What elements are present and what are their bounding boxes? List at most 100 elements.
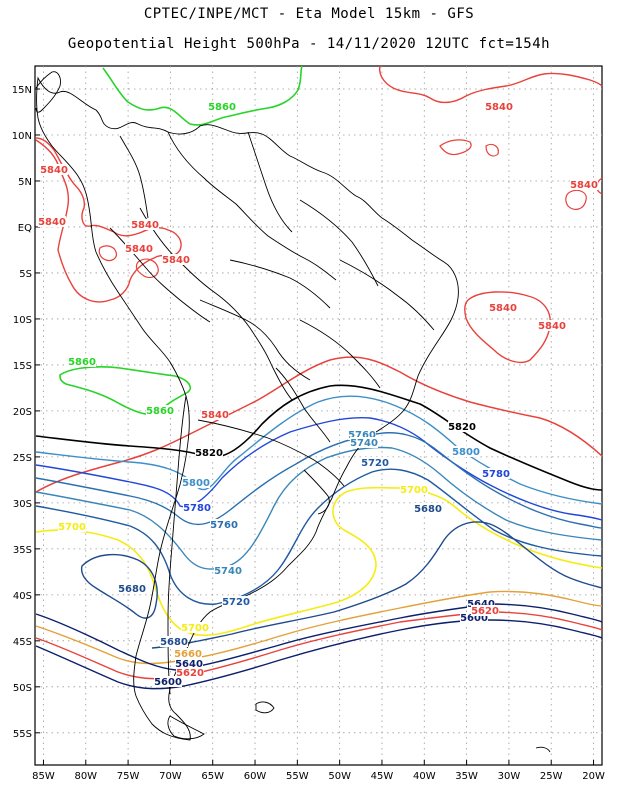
contour-label-bg: [68, 356, 96, 367]
contour-label: 5760: [210, 520, 238, 531]
bolivia-border: [199, 299, 311, 381]
contour-5840-northeast: [379, 65, 603, 104]
contour-5720: [35, 468, 603, 605]
contour-label: 5860: [68, 357, 96, 368]
contour-label: 5860: [208, 102, 236, 113]
venezuela-colombia: [119, 135, 149, 219]
internal-brazil-states-2: [299, 199, 379, 287]
contour-label: 5700: [58, 522, 86, 533]
contour-label-bg: [471, 605, 499, 616]
contour-label: 5820: [195, 448, 223, 459]
contour-label: 5660: [174, 649, 202, 660]
internal-brazil-states-4: [299, 319, 381, 389]
contour-label: 5840: [125, 244, 153, 255]
contour-label-bg: [183, 502, 211, 513]
lon-tick-label: 80W: [74, 771, 97, 782]
internal-brazil-states-3: [339, 259, 435, 331]
contour-5840-east-blob: [565, 189, 587, 210]
contour-label: 5740: [350, 438, 378, 449]
lat-tick-label: 15S: [13, 361, 32, 372]
lat-tick-label: 5N: [18, 177, 32, 188]
lat-tick-label: 35S: [13, 545, 32, 556]
lat-tick-label: 40S: [13, 591, 32, 602]
falklands: [255, 701, 275, 714]
lat-tick-label: 55S: [13, 729, 32, 740]
south-america-outline: [36, 76, 459, 741]
contour-label: 5720: [222, 597, 250, 608]
graticule: [35, 66, 602, 765]
contour-5640: [35, 603, 603, 671]
contour-label: 5840: [485, 102, 513, 113]
lat-tick-label: 20S: [13, 407, 32, 418]
lon-tick-label: 45W: [371, 771, 394, 782]
lat-tick-label: 15N: [12, 85, 32, 96]
contour-label-bg: [208, 101, 236, 112]
contour-5840-ne-island: [439, 139, 472, 156]
lon-tick-label: 20W: [582, 771, 605, 782]
contour-label-bg: [160, 636, 188, 647]
contour-label: 5840: [40, 165, 68, 176]
contour-label-bg: [38, 216, 66, 227]
lon-tick-label: 75W: [117, 771, 140, 782]
chart-subtitle: Geopotential Height 500hPa - 14/11/2020 …: [67, 36, 551, 52]
contour-label-bg: [467, 598, 495, 609]
contour-label-bg: [154, 676, 182, 687]
contour-label-bg: [162, 254, 190, 265]
contour-label-bg: [174, 648, 202, 659]
contour-label: 5840: [131, 220, 159, 231]
contour-label-bg: [489, 302, 517, 313]
contour-label-bg: [538, 320, 566, 331]
contour-label-bg: [350, 437, 378, 448]
contour-label-bg: [195, 447, 223, 458]
contour-label-bg: [181, 622, 209, 633]
contour-5840-blob-a: [98, 245, 117, 262]
contour-label-bg: [131, 219, 159, 230]
guyanas: [247, 131, 293, 233]
contour-5680-main: [151, 521, 603, 649]
lat-tick-label: 50S: [13, 683, 32, 694]
contour-label-bg: [482, 468, 510, 479]
contour-label: 5700: [181, 623, 209, 634]
lon-tick-label: 40W: [413, 771, 436, 782]
contour-label: 5600: [154, 677, 182, 688]
central-america: [35, 71, 61, 113]
contour-label: 5860: [146, 406, 174, 417]
contour-label-bg: [400, 484, 428, 495]
contour-lines: [35, 65, 603, 690]
contour-label-bg: [414, 503, 442, 514]
contour-label: 5820: [448, 422, 476, 433]
contour-label: 5760: [348, 430, 376, 441]
contour-label: 5680: [160, 637, 188, 648]
contour-5620: [35, 611, 603, 680]
contour-label: 5840: [570, 180, 598, 191]
lat-tick-label: 30S: [13, 499, 32, 510]
contour-label: 5680: [118, 584, 146, 595]
contour-label-bg: [125, 243, 153, 254]
lat-tick-label: 25S: [13, 453, 32, 464]
contour-labels: 5860 5840 5840 5840 5840 5840 5840 5840 5840 5860…: [38, 101, 598, 688]
lon-tick-label: 65W: [201, 771, 224, 782]
contour-label-bg: [452, 446, 480, 457]
contour-5840-atlantic-ring: [463, 291, 551, 364]
contour-5600: [35, 619, 603, 690]
contour-5680-west: [80, 553, 158, 619]
contour-5760: [35, 432, 603, 529]
contour-label-bg: [182, 477, 210, 488]
uruguay-border: [303, 469, 330, 515]
argentina-north-border: [197, 419, 345, 487]
lon-tick-label: 30W: [498, 771, 521, 782]
internal-brazil-states-1: [229, 259, 331, 309]
contour-label: 5720: [361, 458, 389, 469]
contour-label-bg: [201, 409, 229, 420]
contour-label-bg: [40, 164, 68, 175]
lat-tick-label: 10S: [13, 315, 32, 326]
contour-label: 5840: [489, 303, 517, 314]
contour-label: 5640: [467, 599, 495, 610]
contour-5840-northwest: [35, 137, 182, 303]
contour-5740: [35, 446, 603, 570]
contour-label-bg: [460, 612, 488, 623]
axis-ticks: 15N 10N 5N EQ 5S 10S 15S 20S 25S 30S 35S 40S 45S 50S 5…: [12, 85, 605, 782]
contour-5840-main: [35, 356, 603, 493]
lon-tick-label: 35W: [455, 771, 478, 782]
contour-label: 5600: [460, 613, 488, 624]
